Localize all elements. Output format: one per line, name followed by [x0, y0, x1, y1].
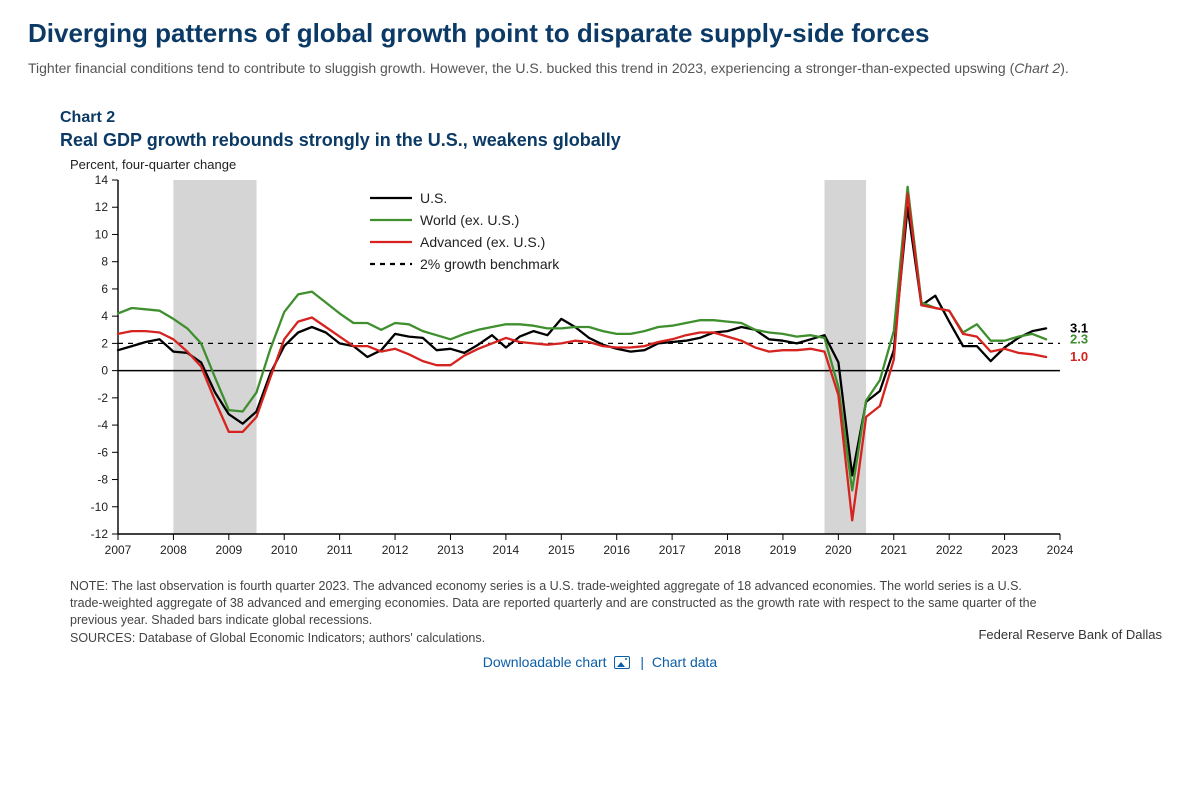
y-tick-label: 0 [101, 364, 108, 378]
x-tick-label: 2011 [327, 543, 353, 557]
link-separator: | [640, 654, 644, 670]
legend-label: U.S. [420, 190, 447, 206]
image-icon [614, 656, 630, 669]
x-tick-label: 2024 [1047, 543, 1074, 557]
subhead-pre: Tighter financial conditions tend to con… [28, 60, 1014, 76]
x-tick-label: 2007 [105, 543, 132, 557]
x-tick-label: 2016 [603, 543, 630, 557]
download-chart-link[interactable]: Downloadable chart [483, 654, 607, 670]
series-end-label: 1.0 [1070, 349, 1088, 364]
x-tick-label: 2014 [493, 543, 520, 557]
x-tick-label: 2010 [271, 543, 298, 557]
y-tick-label: 8 [101, 255, 108, 269]
y-tick-label: -12 [91, 527, 109, 541]
x-tick-label: 2018 [714, 543, 741, 557]
y-tick-label: -6 [97, 446, 108, 460]
x-tick-label: 2020 [825, 543, 852, 557]
x-tick-label: 2019 [770, 543, 797, 557]
chart-footer-links: Downloadable chart | Chart data [28, 654, 1172, 670]
y-tick-label: -2 [97, 391, 108, 405]
subhead-post: ). [1060, 60, 1069, 76]
y-tick-label: -10 [91, 500, 109, 514]
legend-label: World (ex. U.S.) [420, 212, 519, 228]
x-tick-label: 2022 [936, 543, 963, 557]
x-tick-label: 2012 [382, 543, 409, 557]
chart-note: NOTE: The last observation is fourth qua… [70, 578, 1050, 629]
y-tick-label: 14 [95, 174, 109, 187]
page-headline: Diverging patterns of global growth poin… [28, 18, 1172, 49]
page-subhead: Tighter financial conditions tend to con… [28, 59, 1128, 79]
x-tick-label: 2017 [659, 543, 686, 557]
legend-label: 2% growth benchmark [420, 256, 560, 272]
chart-number-label: Chart 2 [60, 107, 1172, 129]
y-tick-label: 6 [101, 282, 108, 296]
x-tick-label: 2009 [215, 543, 242, 557]
x-tick-label: 2013 [437, 543, 464, 557]
x-tick-label: 2008 [160, 543, 187, 557]
y-tick-label: -8 [97, 473, 108, 487]
y-axis-title: Percent, four-quarter change [70, 157, 1172, 172]
y-tick-label: 4 [101, 310, 108, 324]
gdp-growth-chart: -12 -10 -8 -6 -4 -2 0 2 4 6 8 10 12 14 2007 2008 2009 201… [60, 174, 1100, 574]
y-tick-label: -4 [97, 418, 108, 432]
y-tick-label: 10 [95, 228, 109, 242]
x-tick-label: 2021 [880, 543, 907, 557]
y-tick-label: 2 [101, 337, 108, 351]
x-tick-label: 2023 [991, 543, 1018, 557]
series-end-label: 2.3 [1070, 332, 1088, 347]
y-tick-label: 12 [95, 201, 109, 215]
subhead-em: Chart 2 [1014, 60, 1060, 76]
series-line [118, 187, 1046, 491]
chart-data-link[interactable]: Chart data [652, 654, 717, 670]
chart-title: Real GDP growth rebounds strongly in the… [60, 130, 1172, 151]
legend-label: Advanced (ex. U.S.) [420, 234, 545, 250]
recession-band [173, 180, 256, 534]
x-tick-label: 2015 [548, 543, 575, 557]
series-line [118, 194, 1046, 521]
